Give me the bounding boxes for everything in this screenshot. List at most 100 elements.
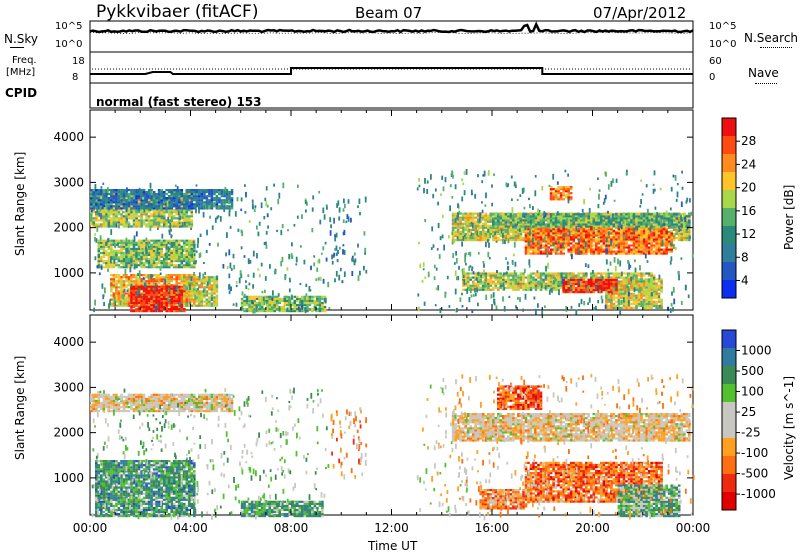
heat-cell [145,213,148,216]
heat-cell [524,244,528,247]
heat-cell [102,211,106,214]
heat-cell [102,201,106,204]
heat-cell [188,247,191,250]
heat-cell [145,297,148,300]
heat-cell [137,260,141,263]
heat-cell [160,215,163,218]
heat-cell [190,209,194,212]
heat-cell [522,219,525,222]
heat-cell [469,236,472,240]
heat-cell [672,220,676,223]
heat-cell [117,197,121,200]
heat-cell [456,226,460,229]
heat-cell [140,201,143,204]
heat-cell [564,230,568,233]
heat-cell [200,189,204,192]
heat-cell [600,234,603,237]
heat-cell [612,246,616,249]
heat-cell [200,199,204,202]
heat-cell [190,260,194,263]
heat-cell [632,250,636,253]
heat-cell [554,238,558,241]
heat-cell [213,276,216,279]
heat-cell [137,253,141,257]
heat-cell [208,304,211,307]
heat-cell [469,214,472,217]
heat-cell [183,288,186,291]
heat-cell [665,246,668,249]
heat-cell [647,242,651,245]
heat-cell [205,207,209,210]
heat-cell [481,236,485,240]
heat-cell [160,299,163,302]
heat-cell [539,228,543,231]
heat-cell [135,197,138,200]
heat-cell [97,251,101,255]
heat-cell [688,216,691,219]
heat-cell [522,230,525,233]
heat-cell [577,223,580,226]
heat-cell [160,225,163,228]
heat-cell [165,274,168,277]
heat-cell [135,201,138,204]
heat-cell [135,203,138,206]
heat-cell [308,301,312,305]
heat-cell [625,250,628,253]
heat-cell [497,217,500,220]
heat-cell [137,239,141,242]
heat-cell [120,290,123,293]
heat-cell [147,253,151,257]
heat-cell [647,232,651,236]
heat-cell [524,223,528,226]
heat-cell [640,228,643,231]
heat-cell [519,219,523,222]
heat-cell [683,239,686,242]
heat-cell [208,278,211,281]
heat-cell [642,242,646,245]
heat-cell [461,212,465,215]
heat-cell [177,305,181,309]
heat-cell [90,219,93,222]
heat-cell [203,288,206,291]
heat-cell [97,241,101,244]
heat-cell [499,213,503,216]
heat-cell [100,245,103,248]
heat-cell [210,276,214,279]
heat-cell [557,232,560,235]
heat-cell [170,289,173,292]
heat-cell [213,199,216,202]
heat-cell [507,221,510,224]
heat-cell [471,234,475,238]
heat-cell [208,193,211,196]
heat-cell [494,221,498,224]
heat-cell [117,280,121,283]
heat-cell [117,205,121,208]
heat-cell [537,215,540,218]
heat-cell [105,203,108,206]
heat-cell [469,216,472,219]
heat-cell [280,310,284,313]
heat-cell [155,299,158,302]
heat-cell [130,194,133,197]
heat-cell [170,207,173,210]
heat-cell [592,213,596,216]
heat-cell [230,203,234,206]
heat-cell [112,195,116,198]
heat-cell [193,286,196,289]
heat-cell [527,248,530,251]
heat-cell [135,241,138,244]
heat-cell [200,284,204,287]
heat-cell [635,246,638,249]
heat-cell [135,274,138,277]
heat-cell [160,251,163,255]
heat-cell [620,248,623,251]
heat-cell [170,285,173,288]
heat-cell [605,234,608,237]
heat-cell [130,299,133,302]
heat-cell [165,199,168,202]
heat-cell [497,228,500,231]
heat-cell [110,189,113,192]
heat-cell [155,223,158,226]
heat-cell [150,247,153,250]
heat-cell [245,297,249,300]
